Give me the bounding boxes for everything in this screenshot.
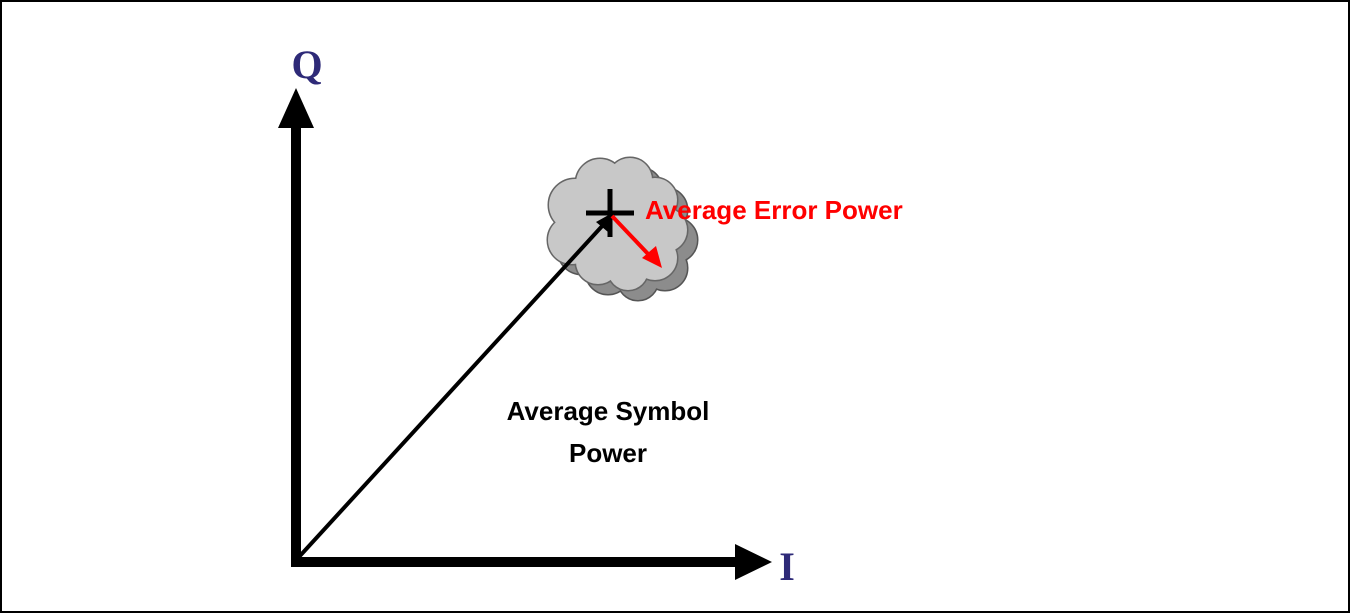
error-vector — [610, 214, 652, 258]
symbol-label: Average Symbol — [507, 396, 710, 426]
error-label: Average Error Power — [645, 195, 903, 225]
i-arrowhead — [735, 544, 772, 580]
q-arrowhead — [278, 88, 314, 128]
q-label: Q — [291, 42, 322, 87]
error-arrowhead — [642, 246, 662, 268]
symbol-vector — [296, 222, 606, 560]
i-label: I — [779, 544, 795, 589]
symbol-label: Power — [569, 438, 647, 468]
